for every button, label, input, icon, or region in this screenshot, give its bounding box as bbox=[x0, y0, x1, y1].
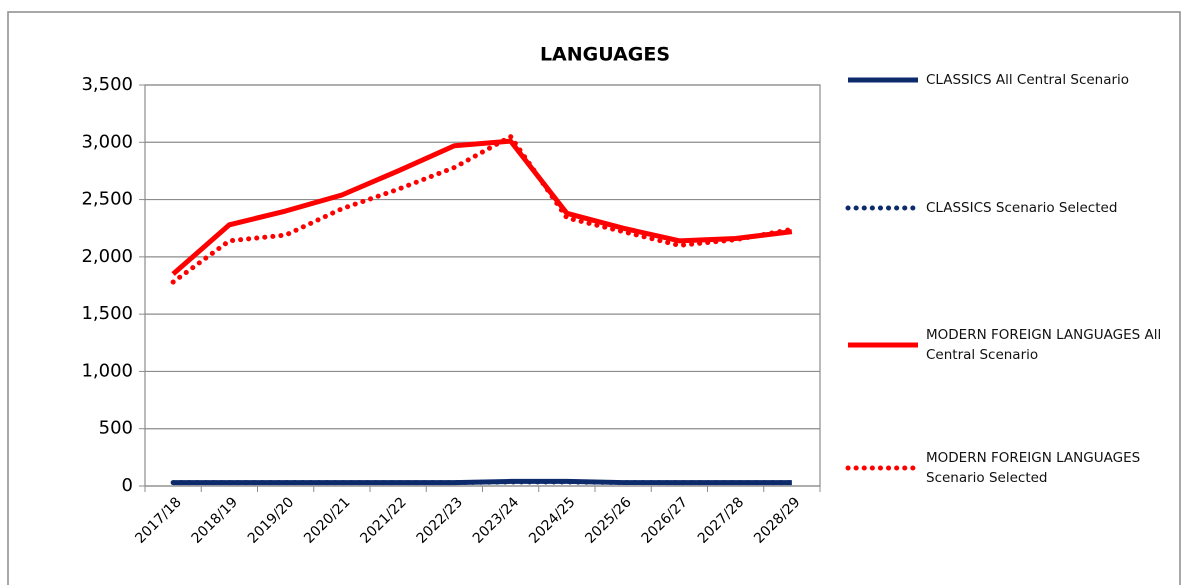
y-tick-label: 1,500 bbox=[81, 303, 133, 324]
chart-title: LANGUAGES bbox=[540, 44, 670, 66]
y-tick-label: 3,500 bbox=[81, 74, 133, 95]
legend-label: MODERN FOREIGN LANGUAGES All Central Sce… bbox=[926, 327, 1162, 363]
y-tick-label: 3,000 bbox=[81, 131, 133, 152]
y-tick-label: 500 bbox=[99, 418, 133, 439]
y-tick-label: 1,000 bbox=[81, 360, 133, 381]
legend-label: CLASSICS All Central Scenario bbox=[926, 72, 1130, 88]
y-tick-label: 2,500 bbox=[81, 189, 133, 210]
legend-label: CLASSICS Scenario Selected bbox=[926, 200, 1118, 216]
chart-frame bbox=[7, 11, 1181, 585]
series-line bbox=[170, 134, 795, 285]
legend-label: MODERN FOREIGN LANGUAGES Scenario Select… bbox=[926, 450, 1141, 486]
y-tick-label: 0 bbox=[122, 475, 133, 496]
y-tick-label: 2,000 bbox=[81, 246, 133, 267]
series-line bbox=[171, 138, 793, 276]
series-line bbox=[170, 479, 795, 486]
